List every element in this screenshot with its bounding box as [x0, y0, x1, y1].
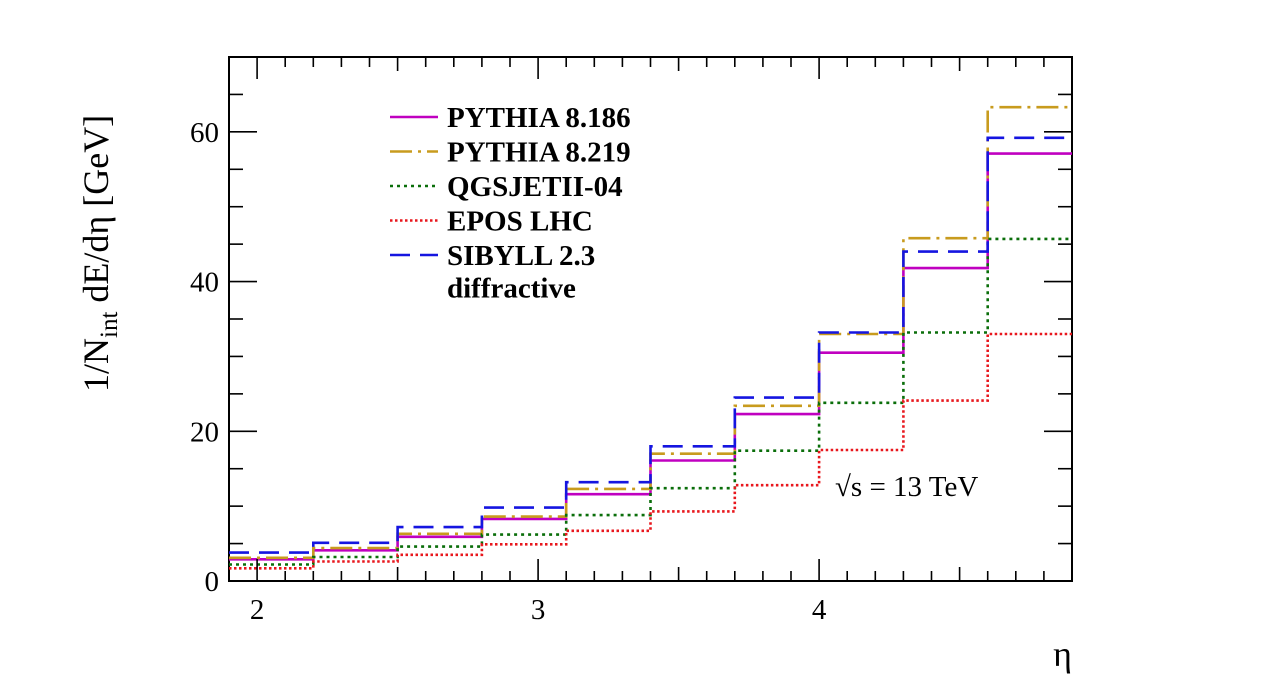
series-line-epos-lhc — [229, 332, 1072, 570]
x-axis-label: η — [1053, 634, 1072, 674]
series-group — [229, 105, 1072, 570]
x-tick-label: 4 — [812, 594, 827, 626]
energy-value: = 13 TeV — [862, 471, 978, 503]
y-axis-label-main: 1/N — [76, 338, 116, 392]
sqrt-s-symbol: √s — [835, 471, 862, 503]
y-axis-label: 1/Nint dE/dη [GeV] — [76, 115, 123, 392]
y-axis-label-rest: dE/dη [GeV] — [76, 115, 116, 312]
series-line-qgsjetii-04 — [229, 237, 1072, 566]
x-tick-label: 2 — [250, 594, 265, 626]
y-tick-label: 40 — [190, 267, 219, 299]
legend-label: PYTHIA 8.219 — [447, 137, 631, 169]
y-tick-label: 20 — [190, 416, 219, 448]
legend-label: EPOS LHC — [447, 206, 593, 238]
legend-label: QGSJETII-04 — [447, 171, 623, 203]
energy-annotation: √s = 13 TeV — [835, 471, 978, 503]
legend-label: SIBYLL 2.3 — [447, 240, 595, 272]
y-tick-label: 60 — [190, 117, 219, 149]
legend-note: diffractive — [447, 273, 576, 305]
x-tick-label: 3 — [531, 594, 546, 626]
series-line-sibyll-2-3 — [229, 136, 1072, 554]
y-tick-label: 0 — [205, 566, 220, 598]
y-axis-label-subscript: int — [96, 312, 123, 338]
legend-label: PYTHIA 8.186 — [447, 102, 631, 134]
